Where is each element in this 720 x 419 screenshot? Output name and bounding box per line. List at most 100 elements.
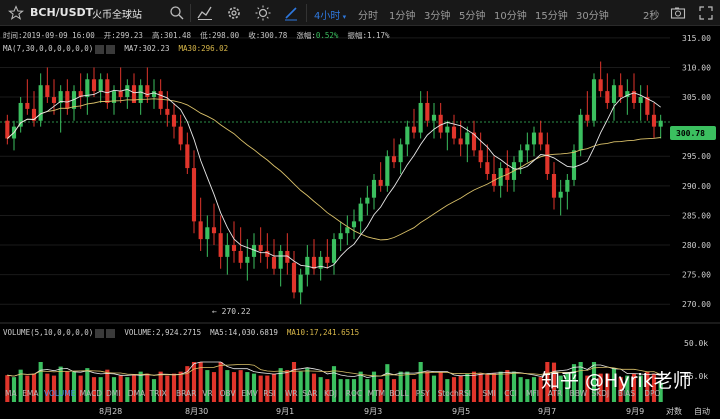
candle-body — [91, 79, 97, 92]
volume-bar — [458, 375, 463, 402]
candle-body — [171, 114, 177, 127]
auto-scale-toggle[interactable]: 自动 — [694, 407, 710, 416]
candle-body — [58, 91, 63, 103]
volume-bar — [45, 373, 50, 402]
symbol-label[interactable]: BCH/USDT — [30, 6, 94, 19]
tab-sar[interactable]: SAR — [302, 389, 318, 398]
candle-body — [38, 85, 43, 121]
gear-icon[interactable] — [225, 4, 243, 22]
tab-psy[interactable]: PSY — [415, 389, 430, 398]
candle-body — [358, 203, 363, 222]
volume-bar — [258, 375, 263, 402]
tab-mfi[interactable]: MFI — [526, 389, 539, 398]
tab-smi[interactable]: SMI — [482, 389, 496, 398]
kline-chart[interactable]: 315.00 310.00 305.00 295.00 290.00 285.00 280.… — [0, 26, 720, 404]
interval-10m[interactable]: 10分钟 — [494, 11, 527, 22]
tab-volume[interactable]: VOLUME — [44, 389, 76, 398]
tab-brar[interactable]: BRAR — [176, 389, 197, 398]
tab-trix[interactable]: TRIX — [149, 389, 167, 398]
interval-3m[interactable]: 3分钟 — [424, 11, 451, 22]
candle-body — [585, 114, 590, 121]
candle-body — [425, 102, 430, 121]
tab-stochrsi[interactable]: StochRSI — [437, 389, 471, 398]
tab-emv[interactable]: EMV — [241, 389, 258, 398]
volume-bar — [485, 373, 490, 402]
date-tick: 9月1 — [276, 407, 295, 416]
tab-obv[interactable]: OBV — [219, 389, 236, 398]
tab-skdj[interactable]: SKDJ — [591, 389, 610, 398]
candle-body — [625, 91, 630, 98]
candle-body — [311, 256, 317, 269]
tab-boll[interactable]: BOLL — [389, 389, 409, 398]
volume-bar — [111, 377, 117, 402]
tab-kdj[interactable]: KDJ — [324, 389, 337, 398]
volume-bar — [71, 371, 77, 402]
candle-body — [298, 274, 303, 293]
interval-5m[interactable]: 5分钟 — [459, 11, 486, 22]
tab-ma[interactable]: MA — [5, 389, 17, 398]
candle-body — [351, 221, 357, 228]
price-tick: 275.00 — [682, 271, 711, 280]
volume-bar — [18, 369, 23, 402]
volume-bar — [611, 368, 617, 402]
tab-bbw[interactable]: BBW — [569, 389, 588, 398]
interval-1m[interactable]: 1分钟 — [389, 11, 416, 22]
tab-vr[interactable]: VR — [202, 389, 213, 398]
candle-body — [278, 250, 283, 269]
volume-bar — [425, 371, 430, 402]
watermark: 知乎 @Hyrik老师 — [541, 370, 692, 392]
volume-bar — [511, 371, 517, 402]
volume-bar — [518, 377, 523, 402]
candle-body — [318, 256, 323, 269]
interval-30m[interactable]: 30分钟 — [576, 11, 609, 22]
min-price-marker: ← 270.22 — [212, 307, 251, 316]
ma-settings-button[interactable] — [95, 44, 105, 54]
tab-macd[interactable]: MACD — [79, 389, 103, 398]
volume-bar — [278, 368, 283, 402]
volume-bar — [251, 373, 257, 402]
volume-bars — [5, 362, 663, 402]
tab-atr[interactable]: ATR — [547, 389, 563, 398]
interval-4h[interactable]: 4小时 ▾ — [314, 11, 347, 22]
indicator-icon[interactable] — [196, 4, 214, 22]
candle-body — [265, 250, 270, 257]
candle-body — [591, 79, 597, 121]
tab-dpo[interactable]: DPO — [644, 389, 661, 398]
candle-body — [225, 245, 230, 257]
tab-dmi[interactable]: DMI — [106, 389, 121, 398]
candle-body — [271, 256, 277, 269]
tab-wr[interactable]: WR — [285, 389, 298, 398]
tab-dma[interactable]: DMA — [127, 389, 146, 398]
candle-body — [545, 144, 550, 174]
ma30-value: MA30:296.02 — [178, 44, 229, 53]
star-icon[interactable] — [8, 5, 24, 21]
ma-close-button[interactable] — [106, 44, 116, 54]
tab-roc[interactable]: ROC — [345, 389, 363, 398]
tab-mtm[interactable]: MTM — [367, 389, 386, 398]
volume-bar — [438, 371, 443, 402]
interval-15m[interactable]: 15分钟 — [535, 11, 568, 22]
tab-cci[interactable]: CCI — [504, 389, 517, 398]
candle-body — [145, 85, 150, 98]
candle-body — [538, 132, 543, 145]
tab-rsi[interactable]: RSI — [263, 389, 276, 398]
vol-settings-button[interactable] — [95, 328, 105, 338]
candle-body — [85, 79, 90, 98]
volume-bar — [178, 371, 183, 402]
interval-timeline[interactable]: 分时 — [358, 11, 378, 22]
volume-bar — [398, 371, 403, 402]
vol-close-button[interactable] — [106, 328, 116, 338]
fullscreen-icon[interactable] — [697, 4, 715, 22]
exchange-label[interactable]: 火币全球站 — [92, 10, 142, 21]
candle-body — [371, 179, 377, 198]
search-icon[interactable] — [168, 4, 186, 22]
candle-body — [25, 102, 30, 109]
tab-ema[interactable]: EMA — [22, 389, 39, 398]
volume-bar — [598, 373, 603, 402]
theme-sun-icon[interactable] — [254, 4, 272, 22]
tab-bias[interactable]: BIAS — [617, 389, 636, 398]
volume-bar — [651, 373, 657, 402]
camera-icon[interactable] — [669, 4, 687, 22]
draw-pen-icon[interactable] — [282, 4, 300, 22]
log-scale-toggle[interactable]: 对数 — [666, 407, 682, 416]
